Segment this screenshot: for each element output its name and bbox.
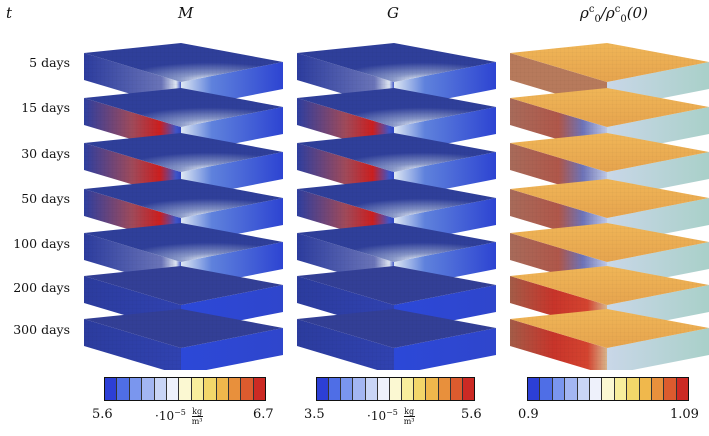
slab-top-mesh	[84, 179, 283, 218]
colorbar-swatch	[365, 378, 378, 400]
colorbar-swatch	[253, 378, 266, 400]
slab-side-face	[607, 328, 709, 370]
slab-top-mesh	[297, 179, 496, 218]
mass-colorbar-unit: ·10−5 kg m³	[155, 407, 203, 426]
slab-top-mesh	[297, 133, 496, 172]
slab-top-mesh	[297, 309, 496, 348]
colorbar-swatch	[627, 378, 640, 400]
colorbar-swatch	[639, 378, 652, 400]
slab-side-face	[181, 328, 283, 370]
slab-top-mesh	[297, 223, 496, 262]
row-label-15-days: 15 days	[21, 100, 70, 115]
slab-top-mesh	[84, 309, 283, 348]
density-ratio-header: ρc0/ρc0(0)	[580, 4, 648, 25]
colorbar-swatch	[377, 378, 390, 400]
mass-colorbar-max: 6.7	[253, 407, 274, 422]
density-colorbar	[527, 377, 689, 401]
colorbar-swatch	[129, 378, 143, 400]
slab-top-mesh	[297, 43, 496, 82]
slab-front-mesh	[510, 319, 607, 370]
slab-top-mesh	[510, 133, 709, 172]
colorbar-swatch	[353, 378, 366, 400]
colorbar-swatch	[414, 378, 427, 400]
colorbar-swatch	[664, 378, 677, 400]
slab-top-mesh	[84, 266, 283, 305]
slab-side-face	[394, 328, 496, 370]
colorbar-swatch	[602, 378, 615, 400]
slab-top-mesh	[84, 88, 283, 127]
colorbar-swatch	[577, 378, 590, 400]
mass-colorbar	[104, 377, 266, 401]
colorbar-swatch	[179, 378, 192, 400]
colorbar-swatch	[216, 378, 229, 400]
row-label-300-days: 300 days	[13, 322, 70, 337]
colorbar-swatch	[402, 378, 415, 400]
row-label-200-days: 200 days	[13, 280, 70, 295]
colorbar-swatch	[105, 378, 118, 400]
colorbar-swatch	[552, 378, 566, 400]
colorbar-swatch	[191, 378, 205, 400]
colorbar-swatch	[614, 378, 628, 400]
colorbar-swatch	[117, 378, 130, 400]
colorbar-swatch	[228, 378, 242, 400]
g-colorbar	[316, 377, 475, 401]
colorbar-swatch	[438, 378, 451, 400]
density-colorbar-min: 0.9	[518, 407, 539, 422]
slab-front-mesh	[297, 319, 394, 370]
slab-top-mesh	[84, 43, 283, 82]
slab-top-mesh	[510, 179, 709, 218]
colorbar-swatch	[142, 378, 155, 400]
colorbar-swatch	[317, 378, 330, 400]
row-label-100-days: 100 days	[13, 236, 70, 251]
time-header: t	[6, 4, 13, 22]
colorbar-swatch	[676, 378, 689, 400]
colorbar-swatch	[389, 378, 403, 400]
row-label-5-days: 5 days	[29, 55, 70, 70]
colorbar-swatch	[528, 378, 541, 400]
g-colorbar-unit: ·10−5 kg m³	[367, 407, 415, 426]
slab-top-mesh	[297, 266, 496, 305]
slab-top-mesh	[510, 266, 709, 305]
colorbar-swatch	[462, 378, 475, 400]
mass-header: M	[178, 4, 194, 22]
mass-colorbar-min: 5.6	[92, 407, 113, 422]
colorbar-swatch	[329, 378, 342, 400]
slab-top-mesh	[510, 43, 709, 82]
slab-top-mesh	[510, 309, 709, 348]
density-colorbar-max: 1.09	[670, 407, 699, 422]
colorbar-swatch	[589, 378, 603, 400]
slab-front-mesh	[84, 319, 181, 370]
slab-top-mesh	[297, 88, 496, 127]
slab-top-mesh	[84, 133, 283, 172]
row-label-50-days: 50 days	[21, 191, 70, 206]
slab-top-mesh	[510, 88, 709, 127]
colorbar-swatch	[450, 378, 463, 400]
simulation-slab-stacks	[84, 43, 709, 370]
row-label-30-days: 30 days	[21, 146, 70, 161]
colorbar-swatch	[565, 378, 578, 400]
colorbar-swatch	[154, 378, 167, 400]
g-colorbar-min: 3.5	[304, 407, 325, 422]
colorbar-swatch	[241, 378, 254, 400]
slab-top-mesh	[84, 223, 283, 262]
g-header: G	[387, 4, 399, 22]
colorbar-swatch	[204, 378, 217, 400]
slab-top-mesh	[510, 223, 709, 262]
colorbar-swatch	[651, 378, 665, 400]
g-colorbar-max: 5.6	[461, 407, 482, 422]
colorbar-swatch	[426, 378, 439, 400]
colorbar-swatch	[166, 378, 180, 400]
colorbar-swatch	[341, 378, 354, 400]
colorbar-swatch	[540, 378, 553, 400]
